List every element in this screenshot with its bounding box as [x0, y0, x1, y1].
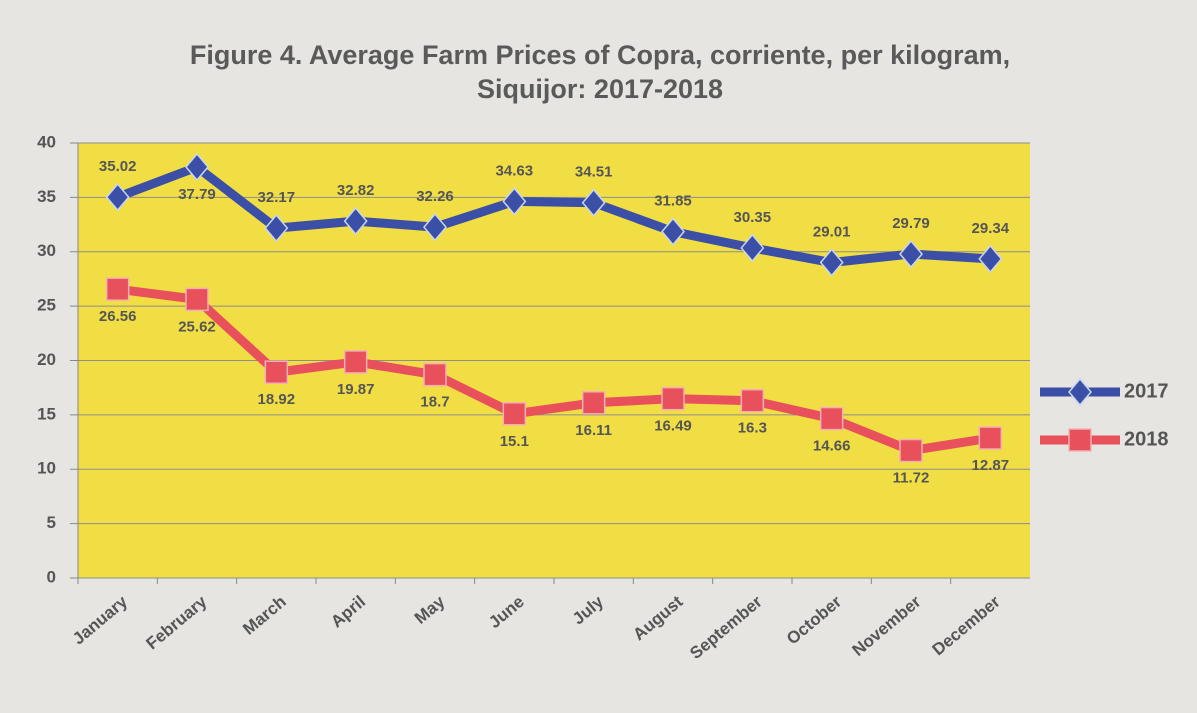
x-tick-label: June [485, 592, 528, 632]
data-label: 31.85 [654, 193, 692, 210]
data-label: 14.66 [813, 438, 851, 455]
marker [899, 438, 923, 463]
marker [740, 388, 765, 413]
data-label: 16.11 [575, 422, 612, 439]
y-tick-label: 5 [47, 513, 56, 532]
legend-label: 2018 [1124, 428, 1169, 450]
marker [423, 362, 447, 387]
data-label: 19.87 [337, 381, 375, 398]
marker [978, 244, 1003, 274]
x-tick-label: April [327, 592, 369, 631]
data-label: 16.49 [654, 418, 692, 435]
data-label: 30.35 [734, 209, 772, 226]
y-tick-label: 30 [37, 241, 56, 260]
marker [502, 402, 527, 426]
marker [1068, 377, 1092, 407]
data-label: 29.79 [892, 215, 930, 232]
y-tick-label: 10 [37, 459, 56, 478]
chart-title: Figure 4. Average Farm Prices of Copra, … [189, 40, 1011, 104]
x-tick-label: March [239, 592, 290, 639]
x-tick-label: December [929, 592, 1004, 660]
y-tick-label: 40 [37, 132, 56, 151]
x-tick-label: September [686, 592, 766, 663]
data-label: 32.17 [258, 189, 296, 206]
series-line [116, 162, 991, 268]
x-tick-label: July [569, 592, 608, 629]
y-tick-label: 15 [37, 404, 56, 423]
marker [1068, 428, 1092, 452]
marker [899, 239, 923, 269]
x-tick-label: January [69, 592, 132, 649]
marker [819, 406, 844, 431]
series-line [117, 284, 992, 456]
x-tick-label: November [849, 592, 925, 660]
data-label: 37.79 [178, 186, 216, 203]
x-tick-label: February [143, 592, 211, 654]
y-tick-label: 20 [37, 350, 56, 369]
marker [105, 277, 130, 301]
data-label: 32.26 [416, 188, 454, 205]
y-tick-label: 35 [37, 187, 56, 206]
marker [581, 188, 606, 217]
x-tick-label: May [411, 592, 449, 628]
data-label: 32.82 [337, 182, 375, 199]
data-label: 12.87 [972, 457, 1010, 474]
data-label: 29.34 [972, 220, 1010, 237]
marker [343, 206, 368, 236]
data-label: 35.02 [99, 158, 137, 175]
y-tick-label: 0 [47, 567, 56, 586]
marker [819, 248, 844, 277]
marker [423, 213, 447, 242]
data-label: 25.62 [178, 318, 216, 335]
marker [343, 350, 368, 374]
data-label: 16.3 [738, 420, 767, 437]
data-label: 26.56 [99, 308, 137, 325]
marker [264, 213, 289, 243]
data-label: 11.72 [893, 470, 930, 487]
marker [740, 233, 765, 263]
marker [502, 187, 527, 216]
data-label: 34.63 [496, 162, 534, 179]
data-label: 18.92 [258, 391, 296, 408]
x-tick-label: August [629, 592, 686, 644]
marker [105, 182, 130, 212]
data-label: 34.51 [575, 164, 613, 181]
y-tick-label: 25 [37, 296, 56, 315]
x-tick-label: October [783, 592, 845, 649]
data-label: 15.1 [500, 433, 529, 450]
marker [581, 391, 606, 415]
marker [661, 386, 685, 411]
marker [185, 152, 209, 182]
legend-label: 2017 [1124, 380, 1169, 402]
marker [978, 426, 1003, 450]
marker [264, 360, 289, 384]
data-label: 18.7 [420, 394, 449, 411]
marker [661, 217, 685, 246]
marker [185, 287, 209, 312]
data-label: 29.01 [813, 223, 851, 240]
